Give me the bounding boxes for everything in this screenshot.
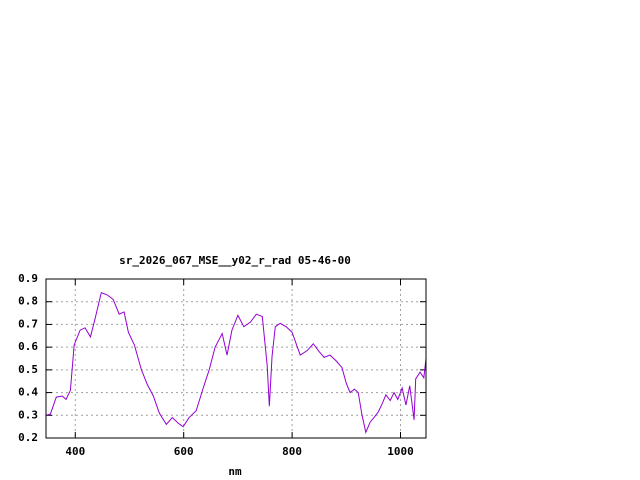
y-tick-label: 0.9 [18,272,38,285]
x-axis-label: nm [228,465,242,478]
y-tick-label: 0.5 [18,363,38,376]
y-tick-label: 0.4 [18,386,38,399]
y-tick-label: 0.3 [18,408,38,421]
chart-title: sr_2026_067_MSE__y02_r_rad 05-46-00 [119,254,351,267]
y-tick-label: 0.8 [18,295,38,308]
x-tick-label: 600 [174,445,194,458]
data-line [45,291,427,434]
y-tick-label: 0.2 [18,431,38,444]
y-tick-label: 0.6 [18,340,38,353]
y-tick-label: 0.7 [18,317,38,330]
plot-border [45,278,427,439]
x-tick-label: 1000 [387,445,414,458]
x-tick-label: 400 [65,445,85,458]
x-tick-label: 800 [282,445,302,458]
